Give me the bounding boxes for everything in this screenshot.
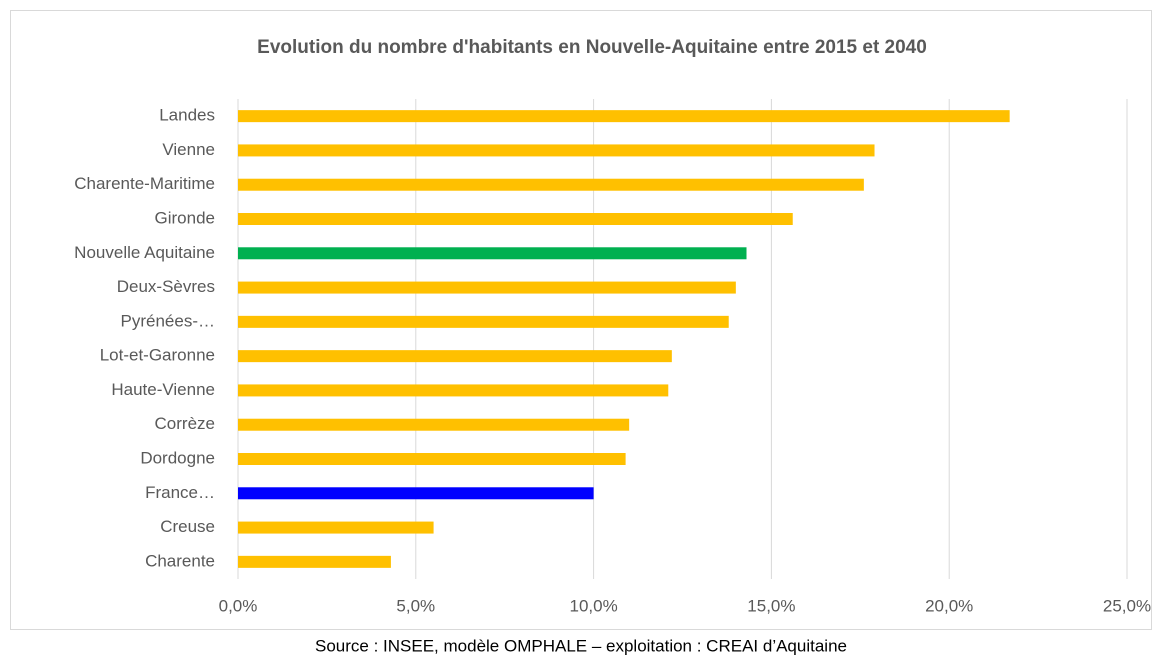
y-tick-label: Haute-Vienne (111, 380, 215, 399)
bar (238, 555, 391, 568)
y-tick-label: France… (145, 483, 215, 502)
source-note: Source : INSEE, modèle OMPHALE – exploit… (315, 636, 847, 655)
y-tick-label: Vienne (162, 140, 215, 159)
y-tick-label: Creuse (160, 517, 215, 536)
y-tick-label: Nouvelle Aquitaine (74, 243, 215, 262)
y-tick-label: Gironde (155, 208, 215, 227)
y-tick-label: Charente-Maritime (74, 174, 215, 193)
y-tick-label: Pyrénées-… (121, 311, 215, 330)
bar (238, 178, 864, 191)
bar (238, 110, 1010, 123)
x-tick-label: 0,0% (219, 596, 258, 615)
bar (238, 247, 747, 260)
y-tick-label: Lot-et-Garonne (100, 346, 215, 365)
x-tick-label: 20,0% (925, 596, 973, 615)
x-tick-label: 25,0% (1103, 596, 1151, 615)
y-tick-label: Landes (159, 106, 215, 125)
bar (238, 453, 626, 465)
bar (238, 144, 875, 157)
bar (238, 418, 630, 431)
x-tick-label: 10,0% (569, 596, 617, 615)
y-tick-label: Charente (145, 551, 215, 570)
y-tick-label: Dordogne (140, 448, 215, 467)
chart-title: Evolution du nombre d'habitants en Nouve… (257, 37, 927, 58)
bar (238, 315, 729, 328)
y-tick-label: Deux-Sèvres (117, 277, 215, 296)
bar (238, 350, 672, 363)
x-tick-label: 5,0% (396, 596, 435, 615)
bar (238, 384, 669, 397)
x-tick-label: 15,0% (747, 596, 795, 615)
y-tick-label: Corrèze (155, 414, 215, 433)
bar (238, 487, 594, 500)
bar (238, 213, 793, 225)
bar (238, 281, 736, 294)
bar (238, 521, 434, 534)
